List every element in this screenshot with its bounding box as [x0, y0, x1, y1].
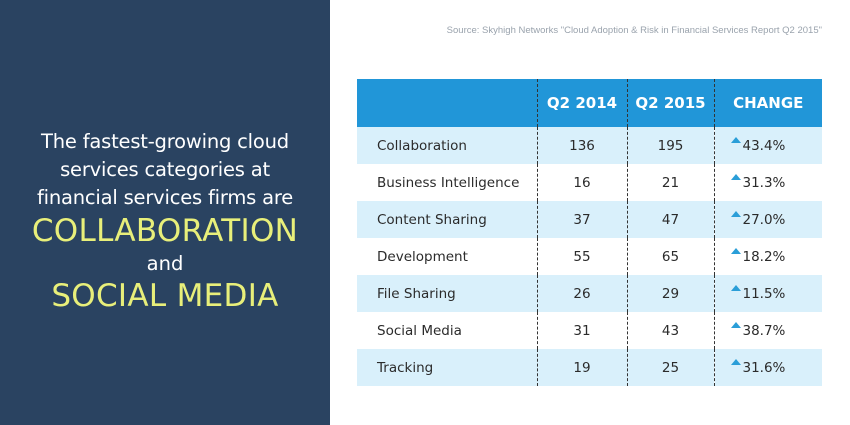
row-change-cell: 18.2% — [713, 238, 822, 275]
row-q2-2015-value: 21 — [626, 164, 714, 201]
row-category: Tracking — [357, 349, 537, 386]
table-row: Development 55 65 18.2% — [357, 238, 822, 275]
row-change-value: 18.2% — [742, 248, 786, 265]
row-change-value: 43.4% — [742, 137, 786, 154]
growth-table: Q2 2014 Q2 2015 CHANGE Collaboration 136 1… — [357, 79, 822, 386]
table-row: Content Sharing 37 47 27.0% — [357, 201, 822, 238]
headline-connector: and — [146, 252, 184, 275]
row-q2-2015-value: 47 — [626, 201, 714, 238]
row-q2-2015-value: 43 — [626, 312, 714, 349]
row-q2-2014-value: 37 — [536, 201, 627, 238]
row-q2-2014-value: 26 — [536, 275, 627, 312]
headline-line-1: The fastest-growing cloud — [41, 130, 289, 153]
headline-panel: The fastest-growing cloud services categ… — [0, 0, 330, 425]
table-row: Business Intelligence 16 21 31.3% — [357, 164, 822, 201]
header-q2-2014: Q2 2014 — [536, 79, 627, 127]
row-category: Collaboration — [357, 127, 537, 164]
table-row: Collaboration 136 195 43.4% — [357, 127, 822, 164]
header-category — [357, 79, 537, 127]
table-header-row: Q2 2014 Q2 2015 CHANGE — [357, 79, 822, 127]
row-category: Content Sharing — [357, 201, 537, 238]
row-change-value: 11.5% — [742, 285, 786, 302]
row-change-cell: 43.4% — [713, 127, 822, 164]
row-change-value: 38.7% — [742, 322, 786, 339]
row-q2-2014-value: 31 — [536, 312, 627, 349]
row-change-cell: 11.5% — [713, 275, 822, 312]
up-arrow-icon — [730, 359, 741, 365]
row-q2-2015-value: 65 — [626, 238, 714, 275]
headline-line-2: services categories at — [60, 158, 270, 181]
row-q2-2014-value: 55 — [536, 238, 627, 275]
up-arrow-icon — [730, 211, 741, 217]
table-row: Tracking 19 25 31.6% — [357, 349, 822, 386]
headline-highlight-collaboration: COLLABORATION — [31, 213, 299, 249]
up-arrow-icon — [730, 248, 741, 254]
header-q2-2015: Q2 2015 — [626, 79, 714, 127]
row-category: Development — [377, 248, 468, 265]
row-q2-2014-value: 19 — [536, 349, 627, 386]
headline-line-3: financial services firms are — [36, 186, 294, 209]
row-change-cell: 31.6% — [713, 349, 822, 386]
up-arrow-icon — [730, 322, 741, 328]
row-change-cell: 38.7% — [713, 312, 822, 349]
row-category: Social Media — [377, 322, 462, 339]
row-q2-2014-value: 136 — [536, 127, 627, 164]
row-category: Business Intelligence — [377, 174, 520, 191]
headline-highlight-social-media: SOCIAL MEDIA — [51, 278, 279, 314]
row-q2-2015-value: 25 — [626, 349, 714, 386]
row-category: File Sharing — [357, 275, 537, 312]
row-change-value: 31.3% — [742, 174, 786, 191]
row-change-value: 31.6% — [742, 359, 786, 376]
up-arrow-icon — [730, 137, 741, 143]
row-q2-2015-value: 29 — [626, 275, 714, 312]
headline: The fastest-growing cloud services categ… — [0, 128, 330, 315]
row-change-value: 27.0% — [742, 211, 786, 228]
row-change-cell: 31.3% — [713, 164, 822, 201]
row-q2-2014-value: 16 — [536, 164, 627, 201]
up-arrow-icon — [730, 285, 741, 291]
table-row: File Sharing 26 29 11.5% — [357, 275, 822, 312]
source-citation: Source: Skyhigh Networks "Cloud Adoption… — [446, 25, 822, 36]
row-q2-2015-value: 195 — [626, 127, 714, 164]
up-arrow-icon — [730, 174, 741, 180]
row-change-cell: 27.0% — [713, 201, 822, 238]
table-row: Social Media 31 43 38.7% — [357, 312, 822, 349]
header-change: CHANGE — [713, 79, 822, 127]
